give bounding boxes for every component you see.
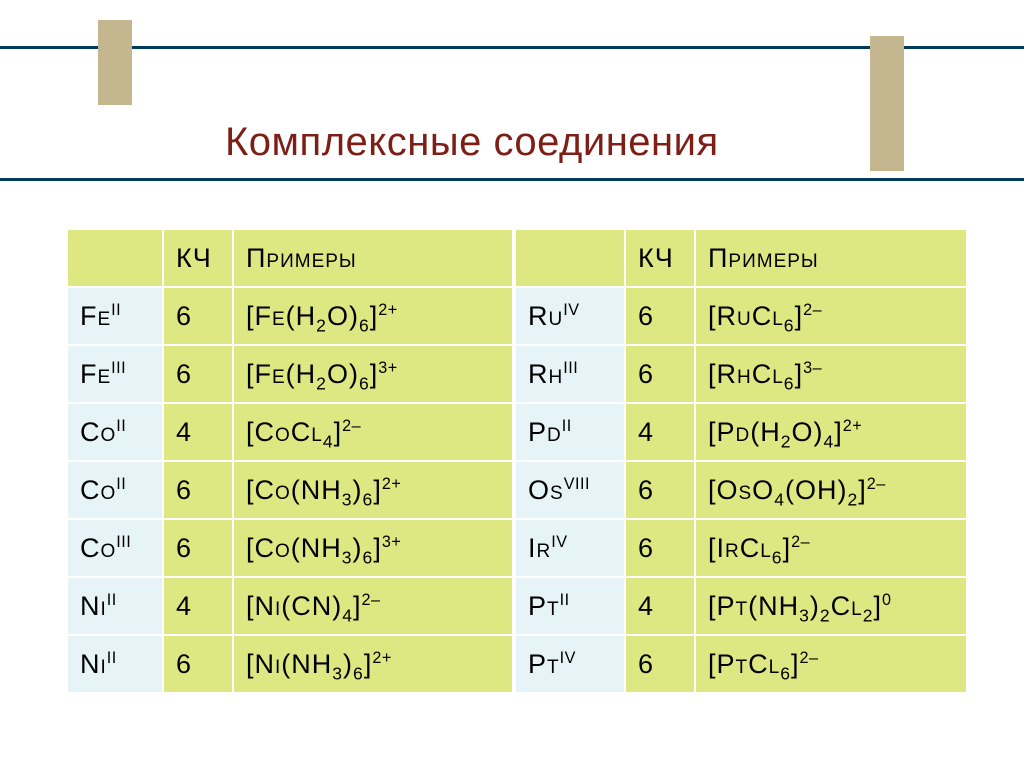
table-row: PtIV6[PtCl6]2– xyxy=(515,635,967,693)
cn-cell: 6 xyxy=(163,287,233,345)
cn-cell: 6 xyxy=(625,287,695,345)
accent-block-left xyxy=(98,20,132,105)
element-cell: NiII xyxy=(67,577,163,635)
cn-cell: 4 xyxy=(625,403,695,461)
element-cell: IrIV xyxy=(515,519,625,577)
header-blank xyxy=(67,229,163,287)
cn-cell: 6 xyxy=(625,345,695,403)
header-examples: Примеры xyxy=(233,229,513,287)
element-cell: RhIII xyxy=(515,345,625,403)
complex-compounds-table-right: КЧ Примеры RuIV6[RuCl6]2–RhIII6[RhCl6]3–… xyxy=(514,228,968,694)
table-row: CoII4[CoCl4]2– xyxy=(67,403,513,461)
example-cell: [PtCl6]2– xyxy=(695,635,967,693)
example-cell: [Ni(CN)4]2– xyxy=(233,577,513,635)
element-cell: CoII xyxy=(67,461,163,519)
element-cell: PdII xyxy=(515,403,625,461)
element-cell: PtIV xyxy=(515,635,625,693)
cn-cell: 4 xyxy=(163,403,233,461)
element-cell: PtII xyxy=(515,577,625,635)
element-cell: CoII xyxy=(67,403,163,461)
element-cell: FeII xyxy=(67,287,163,345)
example-cell: [RhCl6]3– xyxy=(695,345,967,403)
cn-cell: 6 xyxy=(625,461,695,519)
table-row: PdII4[Pd(H2O)4]2+ xyxy=(515,403,967,461)
table-row: CoII6[Co(NH3)6]2+ xyxy=(67,461,513,519)
table-header-row: КЧ Примеры xyxy=(67,229,513,287)
example-cell: [Co(NH3)6]3+ xyxy=(233,519,513,577)
table-row: OsVIII6[OsO4(OH)2]2– xyxy=(515,461,967,519)
cn-cell: 6 xyxy=(625,635,695,693)
element-cell: CoIII xyxy=(67,519,163,577)
cn-cell: 6 xyxy=(625,519,695,577)
header-cn: КЧ xyxy=(625,229,695,287)
cn-cell: 4 xyxy=(163,577,233,635)
example-cell: [Pd(H2O)4]2+ xyxy=(695,403,967,461)
table-row: IrIV6[IrCl6]2– xyxy=(515,519,967,577)
table-row: NiII4[Ni(CN)4]2– xyxy=(67,577,513,635)
table-row: PtII4[Pt(NH3)2Cl2]0 xyxy=(515,577,967,635)
element-cell: OsVIII xyxy=(515,461,625,519)
cn-cell: 6 xyxy=(163,461,233,519)
table-row: RuIV6[RuCl6]2– xyxy=(515,287,967,345)
cn-cell: 6 xyxy=(163,345,233,403)
mid-rule xyxy=(0,178,1024,181)
element-cell: FeIII xyxy=(67,345,163,403)
example-cell: [IrCl6]2– xyxy=(695,519,967,577)
cn-cell: 6 xyxy=(163,519,233,577)
example-cell: [Fe(H2O)6]3+ xyxy=(233,345,513,403)
complex-compounds-table-left: КЧ Примеры FeII6[Fe(H2O)6]2+FeIII6[Fe(H2… xyxy=(66,228,514,694)
example-cell: [Pt(NH3)2Cl2]0 xyxy=(695,577,967,635)
header-blank xyxy=(515,229,625,287)
element-cell: NiII xyxy=(67,635,163,693)
page-title: Комплексные соединения xyxy=(225,120,719,165)
example-cell: [CoCl4]2– xyxy=(233,403,513,461)
example-cell: [Co(NH3)6]2+ xyxy=(233,461,513,519)
tables-container: КЧ Примеры FeII6[Fe(H2O)6]2+FeIII6[Fe(H2… xyxy=(66,228,968,694)
element-cell: RuIV xyxy=(515,287,625,345)
example-cell: [OsO4(OH)2]2– xyxy=(695,461,967,519)
accent-block-right xyxy=(870,36,904,171)
example-cell: [Ni(NH3)6]2+ xyxy=(233,635,513,693)
table-row: RhIII6[RhCl6]3– xyxy=(515,345,967,403)
header-examples: Примеры xyxy=(695,229,967,287)
cn-cell: 4 xyxy=(625,577,695,635)
cn-cell: 6 xyxy=(163,635,233,693)
table-row: FeII6[Fe(H2O)6]2+ xyxy=(67,287,513,345)
table-row: FeIII6[Fe(H2O)6]3+ xyxy=(67,345,513,403)
table-header-row: КЧ Примеры xyxy=(515,229,967,287)
table-row: CoIII6[Co(NH3)6]3+ xyxy=(67,519,513,577)
example-cell: [RuCl6]2– xyxy=(695,287,967,345)
header-cn: КЧ xyxy=(163,229,233,287)
example-cell: [Fe(H2O)6]2+ xyxy=(233,287,513,345)
table-row: NiII6[Ni(NH3)6]2+ xyxy=(67,635,513,693)
